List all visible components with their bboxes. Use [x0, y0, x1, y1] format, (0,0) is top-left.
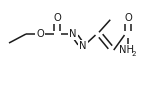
Text: O: O: [53, 13, 61, 23]
Text: NH: NH: [120, 45, 135, 55]
Text: O: O: [36, 29, 44, 39]
Text: O: O: [124, 13, 132, 23]
Text: N: N: [79, 41, 87, 51]
Text: N: N: [69, 29, 77, 39]
Text: 2: 2: [131, 50, 136, 57]
